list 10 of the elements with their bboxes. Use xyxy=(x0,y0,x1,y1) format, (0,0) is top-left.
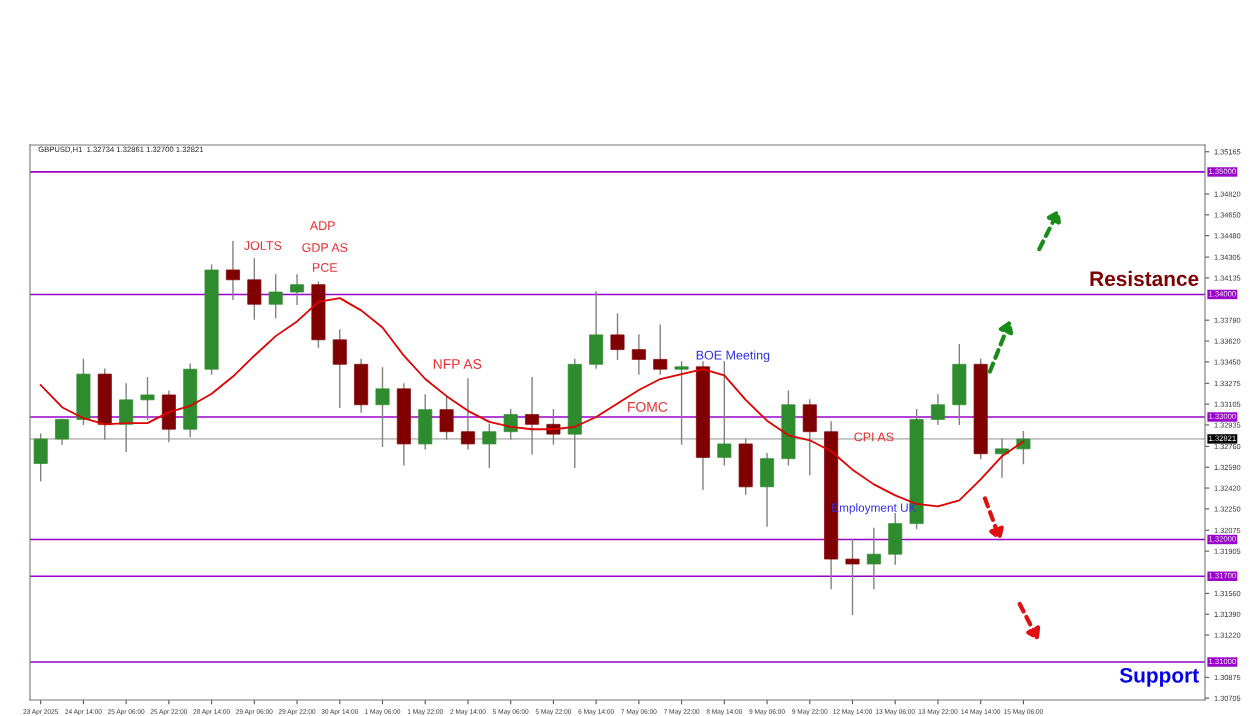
annotation: Resistance xyxy=(1090,270,1199,287)
annotation: NFP AS xyxy=(433,359,482,369)
annotation: ADP xyxy=(309,221,335,230)
annotation: FOMC xyxy=(628,401,668,412)
annotation: PCE xyxy=(312,263,338,272)
annotation: CPI AS xyxy=(854,432,894,442)
annotation: Support xyxy=(1119,667,1199,687)
annotation: GDP AS xyxy=(302,243,348,252)
annotation: JOLTS xyxy=(244,241,282,250)
annotation: BOE Meeting xyxy=(696,350,770,363)
